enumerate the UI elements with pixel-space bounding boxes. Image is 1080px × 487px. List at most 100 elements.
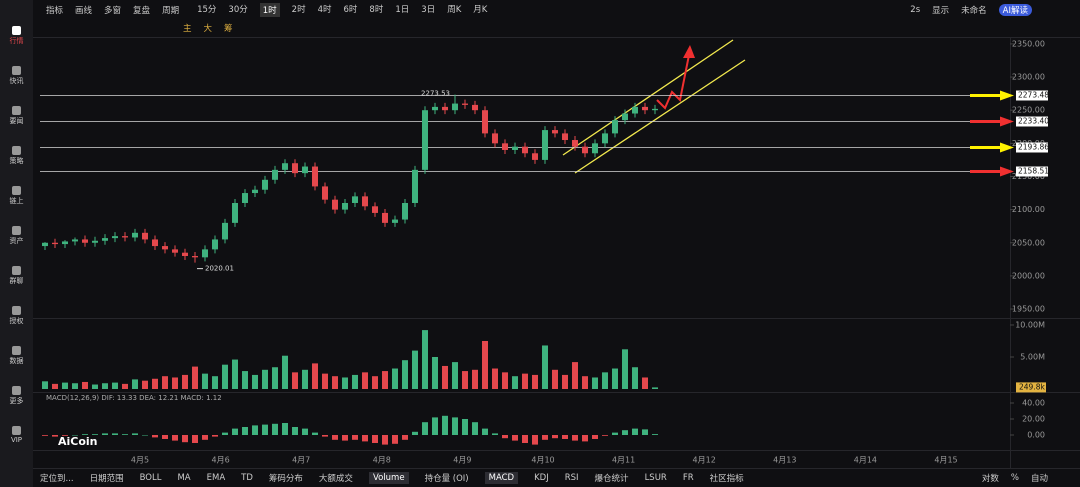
macd-bar	[532, 435, 538, 445]
period-button[interactable]: 1日	[395, 5, 410, 15]
indicator-tab[interactable]: RSI	[564, 473, 579, 483]
indicator-tab[interactable]: EMA	[206, 473, 226, 483]
chart-bg	[33, 38, 1080, 468]
indicator-tab[interactable]: 爆仓统计	[594, 474, 629, 484]
nav-item[interactable]: 授权	[0, 306, 33, 334]
tool-button[interactable]: 周期	[162, 6, 180, 16]
candle-body	[592, 143, 598, 154]
period-button[interactable]: 8时	[369, 5, 384, 15]
indicator-tab[interactable]: 日期范围	[89, 474, 124, 484]
candle-body	[412, 169, 418, 203]
indicator-tab[interactable]: 社区指标	[709, 474, 744, 484]
indicator-tab[interactable]: Volume	[368, 472, 409, 484]
indicator-tab[interactable]: LSUR	[644, 473, 667, 483]
macd-bar	[122, 434, 128, 435]
axis-option[interactable]: 自动	[1030, 474, 1048, 484]
tool-button[interactable]: 未命名	[961, 6, 987, 16]
y-tick-label: 20.00	[1022, 415, 1045, 424]
period-button[interactable]: 3日	[421, 5, 436, 15]
indicator-tab[interactable]: 筹码分布	[268, 474, 303, 484]
indicator-tab[interactable]: 定位到...	[40, 474, 74, 484]
nav-item[interactable]: 快讯	[0, 66, 33, 94]
axis-option[interactable]: 对数	[981, 474, 999, 484]
nav-item[interactable]: 资产	[0, 226, 33, 254]
indicator-tab[interactable]: 持仓量 (OI)	[424, 474, 469, 484]
tool-button[interactable]: 指标	[46, 6, 64, 16]
period-button[interactable]: 2时	[291, 5, 306, 15]
candle-body	[472, 104, 478, 111]
tool-button[interactable]: AI解读	[998, 4, 1032, 16]
period-button[interactable]: 周K	[447, 5, 462, 15]
nav-item[interactable]: 策略	[0, 146, 33, 174]
bottom-toolbar-right: 对数% 自动	[982, 470, 1060, 486]
volume-bar	[562, 374, 568, 389]
volume-bar	[312, 363, 318, 389]
candle-body	[242, 193, 248, 203]
macd-bar	[372, 435, 378, 443]
candle-body	[92, 240, 98, 243]
level-tag	[1016, 166, 1048, 177]
period-button[interactable]: 4时	[317, 5, 332, 15]
macd-legend: MACD(12,26,9) DIF: 13.33 DEA: 12.21 MACD…	[46, 394, 222, 402]
draw-button[interactable]: 筹	[224, 24, 233, 34]
volume-bar	[322, 373, 328, 389]
draw-toolbar: 主大筹	[183, 21, 245, 35]
indicator-tab[interactable]: KDJ	[534, 473, 549, 483]
nav-item[interactable]: 行情	[0, 26, 33, 54]
nav-item[interactable]: 要闻	[0, 106, 33, 134]
draw-button[interactable]: 大	[203, 24, 213, 34]
axis-option[interactable]: %	[1010, 473, 1019, 483]
volume-bar	[652, 387, 658, 389]
tool-button[interactable]: 2s	[910, 5, 921, 15]
toolbar: 指标 画线 多窗 复盘 周期 15分 30分 1时 2时 4时 6时 8时 1日 3日 周K 月K	[46, 3, 499, 17]
indicator-tab[interactable]: FR	[682, 473, 694, 483]
macd-bar	[642, 429, 648, 435]
macd-bar	[582, 435, 588, 442]
macd-bar	[392, 435, 398, 444]
macd-bar	[132, 433, 138, 435]
candle-body	[272, 169, 278, 180]
y-tick-label: 2100.00	[1012, 205, 1045, 214]
indicator-tab[interactable]: TD	[241, 473, 253, 483]
indicator-tab[interactable]: BOLL	[139, 473, 162, 483]
tool-button[interactable]: 画线	[75, 6, 93, 16]
volume-bar	[602, 372, 608, 389]
indicator-tab[interactable]: MACD	[484, 472, 519, 484]
tool-button[interactable]: 多窗	[104, 6, 122, 16]
level-label: 2158.51	[1018, 167, 1049, 176]
macd-bar	[212, 435, 218, 437]
tool-button[interactable]: 复盘	[133, 6, 151, 16]
macd-bar	[282, 423, 288, 435]
period-button[interactable]: 6时	[343, 5, 358, 15]
candle-body	[372, 206, 378, 213]
nav-item[interactable]: VIP	[0, 426, 33, 454]
candle-body	[492, 133, 498, 144]
nav-item[interactable]: 更多	[0, 386, 33, 414]
candle-body	[142, 232, 148, 240]
draw-button[interactable]: 主	[183, 24, 192, 34]
indicator-tab[interactable]: 大额成交	[318, 474, 353, 484]
volume-bar	[532, 374, 538, 389]
indicator-tab[interactable]: MA	[177, 473, 191, 483]
volume-bar	[132, 379, 138, 389]
period-button[interactable]: 月K	[473, 5, 488, 15]
candle-body	[102, 238, 108, 241]
level-arrow	[970, 166, 1014, 177]
candle-body	[162, 246, 168, 250]
period-button[interactable]: 15分	[197, 5, 217, 15]
tool-button[interactable]: 显示	[932, 6, 950, 16]
candle-body	[612, 120, 618, 134]
period-button[interactable]: 30分	[228, 5, 248, 15]
period-button[interactable]: 1时	[259, 3, 280, 17]
candle-body	[222, 222, 228, 240]
macd-bar	[242, 427, 248, 435]
nav-item[interactable]: 数据	[0, 346, 33, 374]
candle-body	[422, 110, 428, 170]
volume-bar	[542, 345, 548, 389]
nav-item[interactable]: 群聊	[0, 266, 33, 294]
macd-bar	[542, 435, 548, 440]
nav-item[interactable]: 链上	[0, 186, 33, 214]
volume-bar	[442, 365, 448, 389]
y-tick-label: 10.00M	[1015, 320, 1045, 329]
candle-body	[402, 202, 408, 220]
